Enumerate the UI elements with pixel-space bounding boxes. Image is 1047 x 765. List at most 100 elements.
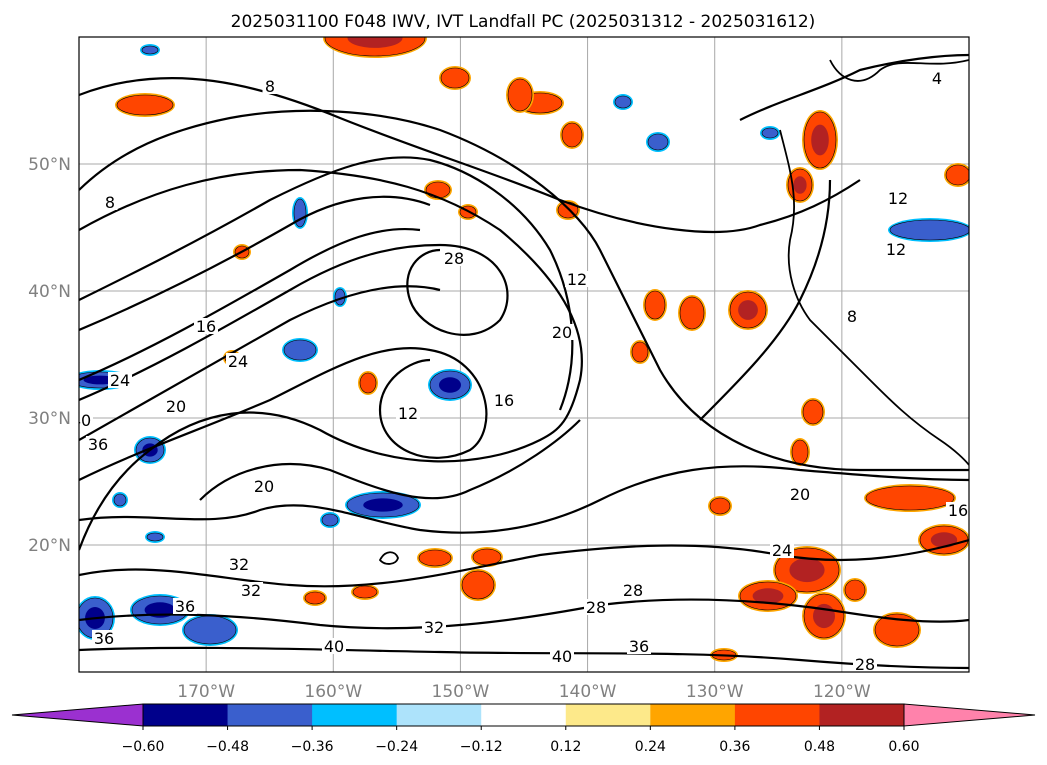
contour-line — [699, 179, 832, 421]
contour-line — [79, 156, 574, 411]
negative-anomaly-region — [647, 133, 669, 151]
positive-anomaly-region — [844, 579, 866, 601]
contour-labels: 4 8 8 8 12 12 12 12 16 16 16 20 20 20 20 24 24 24 28 28 28 28… — [79, 69, 969, 672]
lat-tick-label: 30°N — [28, 409, 71, 429]
contour-label: 24 — [228, 352, 248, 371]
contour-line — [79, 195, 431, 332]
lat-tick-label: 40°N — [28, 282, 71, 302]
anomaly-core — [811, 124, 829, 156]
contour-label: 8 — [265, 77, 275, 96]
positive-anomaly-region — [945, 164, 969, 186]
longitude-tick-labels: 170°W 160°W 150°W 140°W 130°W 120°W — [177, 682, 871, 702]
contour-line — [79, 538, 969, 588]
positive-anomaly-region — [359, 372, 377, 394]
negative-anomaly-region — [113, 493, 127, 507]
contour-label-bg — [627, 638, 651, 654]
contour-label: 4 — [932, 69, 942, 88]
contour-label-bg — [239, 582, 263, 598]
contour-label-bg — [886, 190, 910, 206]
positive-anomaly-region — [644, 290, 666, 320]
contour-label-bg — [194, 318, 218, 334]
colorbar-segment — [565, 704, 651, 726]
coastline — [378, 551, 399, 565]
contour-line — [79, 76, 861, 233]
colorbar-tick-label: −0.12 — [460, 739, 503, 755]
negative-anomaly-region — [141, 45, 159, 55]
contour-line — [739, 53, 969, 121]
positive-anomaly-region — [874, 613, 920, 647]
colorbar-tick-label: −0.36 — [291, 739, 334, 755]
anomaly-core — [793, 176, 807, 194]
colorbar-segment — [396, 704, 482, 726]
colorbar-frame — [142, 703, 905, 727]
contour-label-bg — [226, 353, 250, 369]
positive-anomaly-region — [425, 181, 451, 199]
contour-label-bg — [884, 241, 908, 257]
contour-line — [79, 346, 488, 481]
contour-label: 28 — [444, 249, 464, 268]
negative-anomaly-region — [889, 219, 969, 241]
coastline — [779, 129, 969, 466]
negative-anomaly-region — [321, 513, 339, 527]
colorbar — [11, 703, 1036, 727]
contour-label-bg — [442, 250, 466, 266]
contour-line — [79, 109, 969, 472]
contour-label-bg — [853, 656, 877, 672]
contour-label: 24 — [772, 541, 792, 560]
positive-anomaly-region — [561, 122, 583, 148]
contour-label: 32 — [241, 581, 261, 600]
contour-line — [79, 598, 969, 630]
contour-label: 16 — [948, 501, 968, 520]
anomaly-core — [752, 588, 784, 604]
contour-label-bg — [92, 630, 116, 646]
positive-anomaly-region — [507, 78, 533, 112]
contour-label-bg — [550, 324, 574, 340]
anomaly-core — [930, 532, 958, 548]
contour-label-bg — [584, 599, 608, 615]
contour-label-bg — [770, 542, 794, 558]
contour-label-bg — [946, 502, 969, 518]
lat-tick-label: 20°N — [28, 536, 71, 556]
colorbar-segment — [481, 704, 567, 726]
anomaly-core — [347, 37, 403, 48]
anomaly-core — [439, 377, 461, 393]
contour-label-bg — [550, 648, 574, 664]
contour-label: 40 — [324, 637, 344, 656]
contour-line — [79, 228, 421, 382]
colorbar-segment — [650, 704, 736, 726]
contour-line — [79, 285, 441, 441]
coastlines — [378, 59, 969, 565]
colorbar-segment — [312, 704, 398, 726]
anomaly-core — [789, 557, 825, 583]
colorbar-tick-labels: −0.60 −0.48 −0.36 −0.24 −0.12 0.12 0.24 0.36 0.4… — [122, 726, 920, 755]
contour-label: 28 — [623, 581, 643, 600]
colorbar-tick-label: 0.60 — [888, 739, 919, 755]
contour-line — [79, 168, 583, 551]
contour-label: 36 — [88, 435, 108, 454]
lat-tick-label: 50°N — [28, 155, 71, 175]
contour-label: 12 — [398, 404, 418, 423]
colorbar-segment — [734, 704, 820, 726]
positive-anomaly-region — [304, 591, 326, 605]
chart-title: 2025031100 F048 IWV, IVT Landfall PC (20… — [231, 12, 816, 32]
negative-anomaly-region — [761, 127, 779, 139]
positive-anomaly-region — [461, 570, 495, 600]
negative-anomaly-region — [146, 532, 164, 542]
negative-anomaly-region — [283, 339, 317, 361]
positive-anomaly-region — [418, 549, 452, 567]
contour-label: 32 — [424, 618, 444, 637]
contour-label-bg — [262, 78, 278, 94]
contour-label: 36 — [94, 629, 114, 648]
contour-label-bg — [621, 582, 645, 598]
lon-tick-label: 160°W — [304, 682, 362, 702]
map-frame — [78, 36, 970, 673]
contour-label: 12 — [886, 240, 906, 259]
contour-label: 24 — [110, 371, 130, 390]
contour-label-bg — [322, 638, 346, 654]
colorbar-extend-high — [903, 703, 1036, 727]
map-plot-area: 4 8 8 8 12 12 12 12 16 16 16 20 20 20 20 24 24 24 28 28 28 28… — [79, 37, 969, 672]
contour-label: 12 — [567, 270, 587, 289]
contour-label: 16 — [196, 317, 216, 336]
positive-anomaly-region — [631, 341, 649, 363]
contour-label: 8 — [105, 193, 115, 212]
